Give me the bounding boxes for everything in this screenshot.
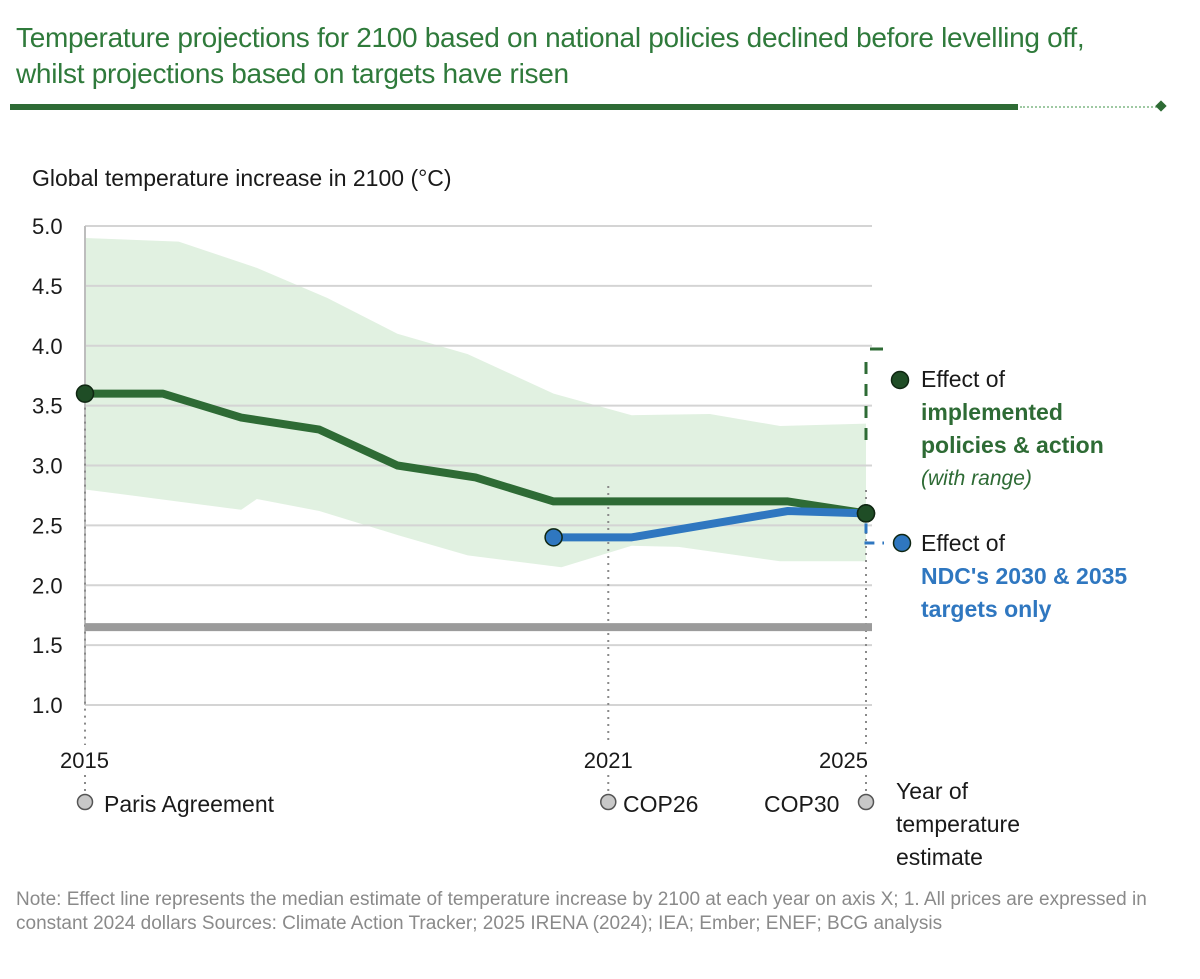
event-marker-dot [600,793,617,811]
legend-ndc-line2: targets only [921,596,1052,622]
x-tick-label: 2025 [819,748,868,773]
x-tick-label: 2015 [60,748,109,773]
footnote: Note: Effect line represents the median … [16,889,1147,934]
ndc-line [549,507,870,542]
y-axis-title: Global temperature increase in 2100 (°C) [32,165,452,191]
policies-line [81,389,870,518]
legend-ndc-line1: NDC's 2030 & 2035 [921,563,1128,589]
legend-policies-prefix: Effect of [921,366,1005,392]
y-tick-label: 1.5 [32,633,63,658]
ndc-legend-connector [864,523,884,545]
y-tick-label: 2.0 [32,573,63,598]
legend-policies-line2: policies & action [921,432,1104,458]
chart-title: Temperature projections for 2100 based o… [16,22,1085,89]
legend-ndc-prefix: Effect of [921,530,1005,556]
event-marker-dot [76,793,94,811]
policies-line-marker [75,384,95,403]
event-marker-dot [857,793,875,811]
y-tick-label: 5.0 [32,214,63,239]
x-axis-title-line1: Year of [896,778,969,804]
legend-policies-qualifier: (with range) [921,467,1032,490]
x-axis-title: Year of temperature estimate [896,775,1020,874]
legend-item-ndc: Effect of NDC's 2030 & 2035 targets only [921,527,1127,626]
event-label-cop26: COP26 [623,791,699,817]
x-tick-label: 2021 [584,748,633,773]
range-band [85,237,866,568]
y-tick-label: 4.0 [32,334,63,359]
policies-line-marker [856,504,876,523]
title-underline-dotted [1020,106,1160,108]
legend-policies-line1: implemented [921,399,1063,425]
x-axis-title-line2: temperature [896,811,1021,837]
y-tick-label: 3.5 [32,394,63,419]
y-tick-label: 2.5 [32,513,63,538]
ndc-line-marker [544,528,563,547]
event-label-cop30: COP30 [764,791,840,817]
event-label-paris: Paris Agreement [104,791,275,817]
x-axis-title-line3: estimate [896,844,983,870]
y-tick-label: 3.0 [32,454,63,479]
legend-item-policies: Effect of implemented policies & action … [921,363,1104,495]
legend-dot-ndc [892,533,912,553]
legend-dot-policies [890,370,910,390]
y-tick-label: 1.0 [32,693,63,718]
title-underline [10,104,1018,110]
y-tick-label: 4.5 [32,274,63,299]
